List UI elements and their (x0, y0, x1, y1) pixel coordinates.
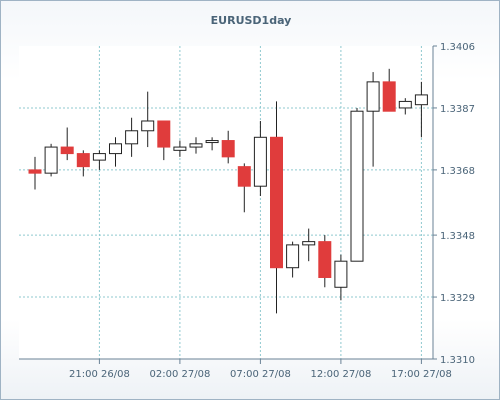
plot-area (19, 46, 433, 359)
candle-up (253, 136, 267, 187)
candle-up (302, 241, 316, 246)
candle-down (28, 169, 42, 174)
candle-up (173, 146, 187, 151)
y-tick-label: 1.3406 (440, 42, 475, 53)
candle-down (221, 140, 235, 158)
y-tick-label: 1.3368 (440, 166, 475, 177)
candle-down (237, 166, 251, 187)
candle-down (318, 241, 332, 278)
candle-up (334, 260, 348, 288)
candle-up (205, 140, 219, 144)
y-tick-label: 1.3348 (440, 231, 475, 242)
candle-up (141, 120, 155, 132)
x-tick-label: 12:00 27/08 (310, 369, 371, 380)
candle-up (286, 244, 300, 269)
candle-up (125, 130, 139, 145)
candle-up (189, 143, 203, 148)
y-tick-label: 1.3329 (440, 293, 475, 304)
candle-up (92, 153, 106, 161)
candle-down (382, 81, 396, 112)
candle-down (76, 153, 90, 168)
candle-down (157, 120, 171, 148)
x-tick-label: 07:00 27/08 (230, 369, 291, 380)
x-tick-label: 21:00 26/08 (69, 369, 130, 380)
chart-title: EURUSD1day (210, 14, 292, 27)
x-tick-label: 02:00 27/08 (149, 369, 210, 380)
candle-up (44, 146, 58, 174)
y-tick-label: 1.3387 (440, 104, 475, 115)
candle-up (109, 143, 122, 155)
candle-down (270, 136, 283, 269)
candle-down (60, 146, 74, 155)
candle-up (414, 94, 428, 106)
candle-up (366, 81, 380, 112)
candle-up (398, 100, 412, 109)
x-tick-label: 17:00 27/08 (391, 369, 452, 380)
y-tick-label: 1.3310 (440, 355, 475, 366)
candle-up (350, 110, 364, 262)
